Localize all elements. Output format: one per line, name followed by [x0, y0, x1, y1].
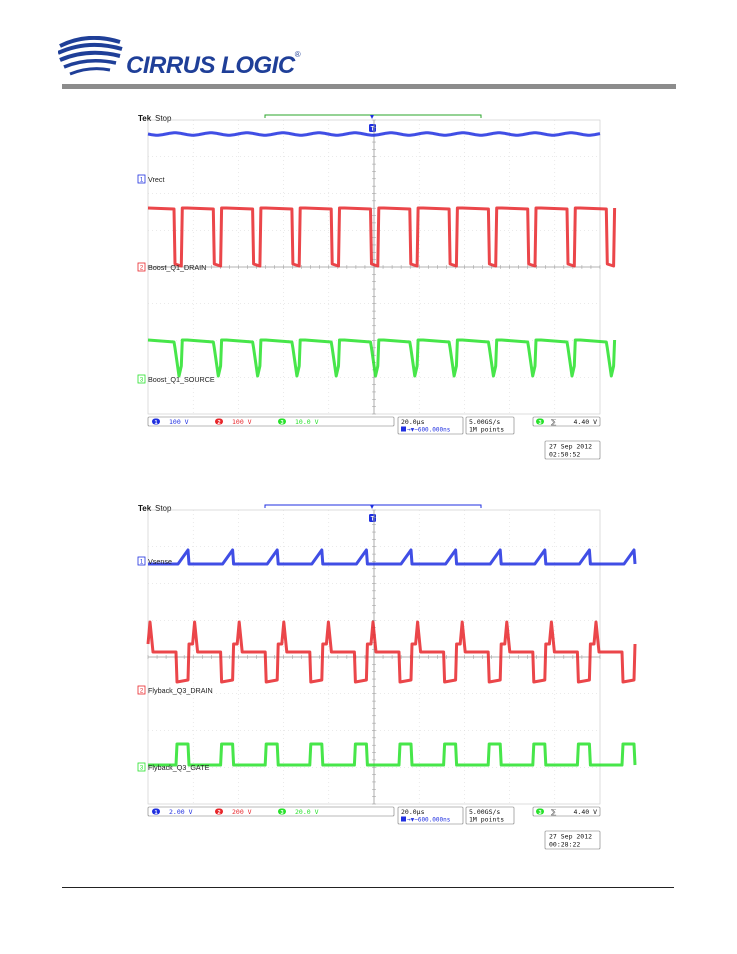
- scope-status: Stop: [155, 114, 172, 123]
- time-offset-icon: [401, 426, 406, 432]
- trademark-symbol: ®: [294, 50, 301, 59]
- scope-screen-2: Tek Stop T 1 Vsense 2 Flyback_Q3_DRAIN 3 Flyback…: [137, 504, 637, 850]
- oscilloscope-capture-2: Tek Stop T 1 Vsense 2 Flyback_Q3_DRAIN 3 Flyback…: [137, 502, 637, 850]
- cirrus-logic-logo: [57, 35, 298, 82]
- scope-screen-1: Tek Stop T 1 Vrect 2 Boost_Q1_DRAIN 3 Boost_Q1_S…: [137, 114, 617, 460]
- trigger-slope-icon: ⅀: [551, 418, 557, 426]
- channel-2-scale-badge-num: 2: [217, 420, 220, 426]
- trigger-panel: [532, 806, 601, 817]
- channel-2-marker-icon: [137, 262, 146, 272]
- channel-2-scale-badge-icon: [215, 418, 223, 425]
- channel-1-scale: 2.00 V: [169, 808, 193, 816]
- trigger-channel-num: 3: [538, 810, 541, 816]
- boost-q1-drain-trace: [147, 206, 617, 268]
- channel-1-scale-badge-num: 1: [154, 810, 157, 816]
- time-offset-icon: [401, 816, 406, 822]
- channel-1-scale-badge-icon: [152, 418, 160, 425]
- company-name-text: CIRRUS LOGIC: [126, 52, 295, 79]
- channel-3-scale-badge-num: 3: [280, 810, 283, 816]
- channel-1-scale-badge-num: 1: [154, 420, 157, 426]
- channel-3-scale-badge-icon: [278, 418, 286, 425]
- capture-time: 00:28:22: [549, 841, 580, 849]
- timebase-value: 20.0µs: [401, 808, 425, 816]
- scope-status: Stop: [155, 504, 172, 513]
- channel-3-label: Boost_Q1_SOURCE: [148, 375, 215, 384]
- timebase-value: 20.0µs: [401, 418, 425, 426]
- graticule: [147, 509, 601, 805]
- scope-brand: Tek: [138, 114, 152, 123]
- vsense-trace: [148, 548, 637, 566]
- scope-brand: Tek: [138, 504, 152, 513]
- channel-1-marker-num: 1: [140, 178, 144, 184]
- oscilloscope-capture-1: Tek Stop T 1 Vrect 2 Boost_Q1_DRAIN 3 Boost_Q1_S…: [137, 112, 617, 460]
- vrect-trace: [147, 131, 601, 137]
- channel-2-label: Boost_Q1_DRAIN: [148, 263, 206, 272]
- channel-2-marker-num: 2: [140, 689, 144, 695]
- channel-scale-panel: [147, 806, 395, 817]
- flyback-q3-drain-trace: [146, 620, 637, 684]
- header-rule: [62, 84, 676, 89]
- acquisition-panel: [465, 806, 515, 825]
- record-length: 1M points: [469, 816, 504, 824]
- channel-1-scale-badge-icon: [152, 808, 160, 815]
- time-offset-value: →▼−600.000ns: [407, 817, 451, 824]
- trigger-position-arrow-icon: [370, 505, 374, 509]
- channel-3-scale: 10.0 V: [295, 418, 319, 426]
- trigger-channel-num: 3: [538, 420, 541, 426]
- trigger-panel: [532, 416, 601, 427]
- channel-3-marker-num: 3: [140, 766, 144, 772]
- trigger-position-arrow-icon: [370, 115, 374, 119]
- trigger-level: 4.40 V: [574, 418, 598, 426]
- trigger-level: 4.40 V: [574, 808, 598, 816]
- channel-scale-panel: [147, 416, 395, 427]
- channel-1-label: Vrect: [148, 175, 165, 184]
- channel-1-marker-num: 1: [140, 560, 144, 566]
- timebase-panel: [397, 416, 464, 435]
- channel-2-marker-num: 2: [140, 266, 144, 272]
- channel-2-scale: 200 V: [232, 808, 252, 816]
- sample-rate: 5.00GS/s: [469, 418, 500, 426]
- channel-1-label: Vsense: [148, 557, 172, 566]
- trigger-channel-badge-icon: [536, 808, 544, 815]
- company-name: CIRRUS LOGIC®: [126, 50, 301, 80]
- record-length: 1M points: [469, 426, 504, 434]
- channel-2-label: Flyback_Q3_DRAIN: [148, 686, 213, 695]
- channel-1-marker-icon: [137, 174, 146, 184]
- footer-rule: [62, 887, 674, 888]
- trigger-marker-label: T: [371, 517, 375, 523]
- channel-1-scale: 100 V: [169, 418, 189, 426]
- capture-time: 02:50:52: [549, 451, 580, 459]
- channel-3-marker-num: 3: [140, 378, 144, 384]
- datetime-panel: [544, 440, 601, 460]
- timebase-panel: [397, 806, 464, 825]
- channel-3-label: Flyback_Q3_GATE: [148, 763, 210, 772]
- trigger-slope-icon: ⅀: [551, 808, 557, 816]
- channel-3-marker-icon: [137, 374, 146, 384]
- channel-2-marker-icon: [137, 685, 146, 695]
- time-offset-value: →▼−600.000ns: [407, 427, 451, 434]
- channel-2-scale-badge-num: 2: [217, 810, 220, 816]
- channel-1-marker-icon: [137, 556, 146, 566]
- sample-rate: 5.00GS/s: [469, 808, 500, 816]
- channel-3-scale-badge-num: 3: [280, 420, 283, 426]
- logo-swirl-icon: [57, 35, 123, 76]
- boost-q1-source-trace: [147, 338, 617, 378]
- datetime-panel: [544, 830, 601, 850]
- flyback-q3-gate-trace: [148, 742, 637, 767]
- acquisition-panel: [465, 416, 515, 435]
- capture-date: 27 Sep 2012: [549, 833, 592, 841]
- channel-2-scale: 100 V: [232, 418, 252, 426]
- channel-2-scale-badge-icon: [215, 808, 223, 815]
- capture-date: 27 Sep 2012: [549, 443, 592, 451]
- trigger-marker-label: T: [371, 127, 375, 133]
- channel-3-marker-icon: [137, 762, 146, 772]
- trigger-channel-badge-icon: [536, 418, 544, 425]
- channel-3-scale-badge-icon: [278, 808, 286, 815]
- channel-3-scale: 20.0 V: [295, 808, 319, 816]
